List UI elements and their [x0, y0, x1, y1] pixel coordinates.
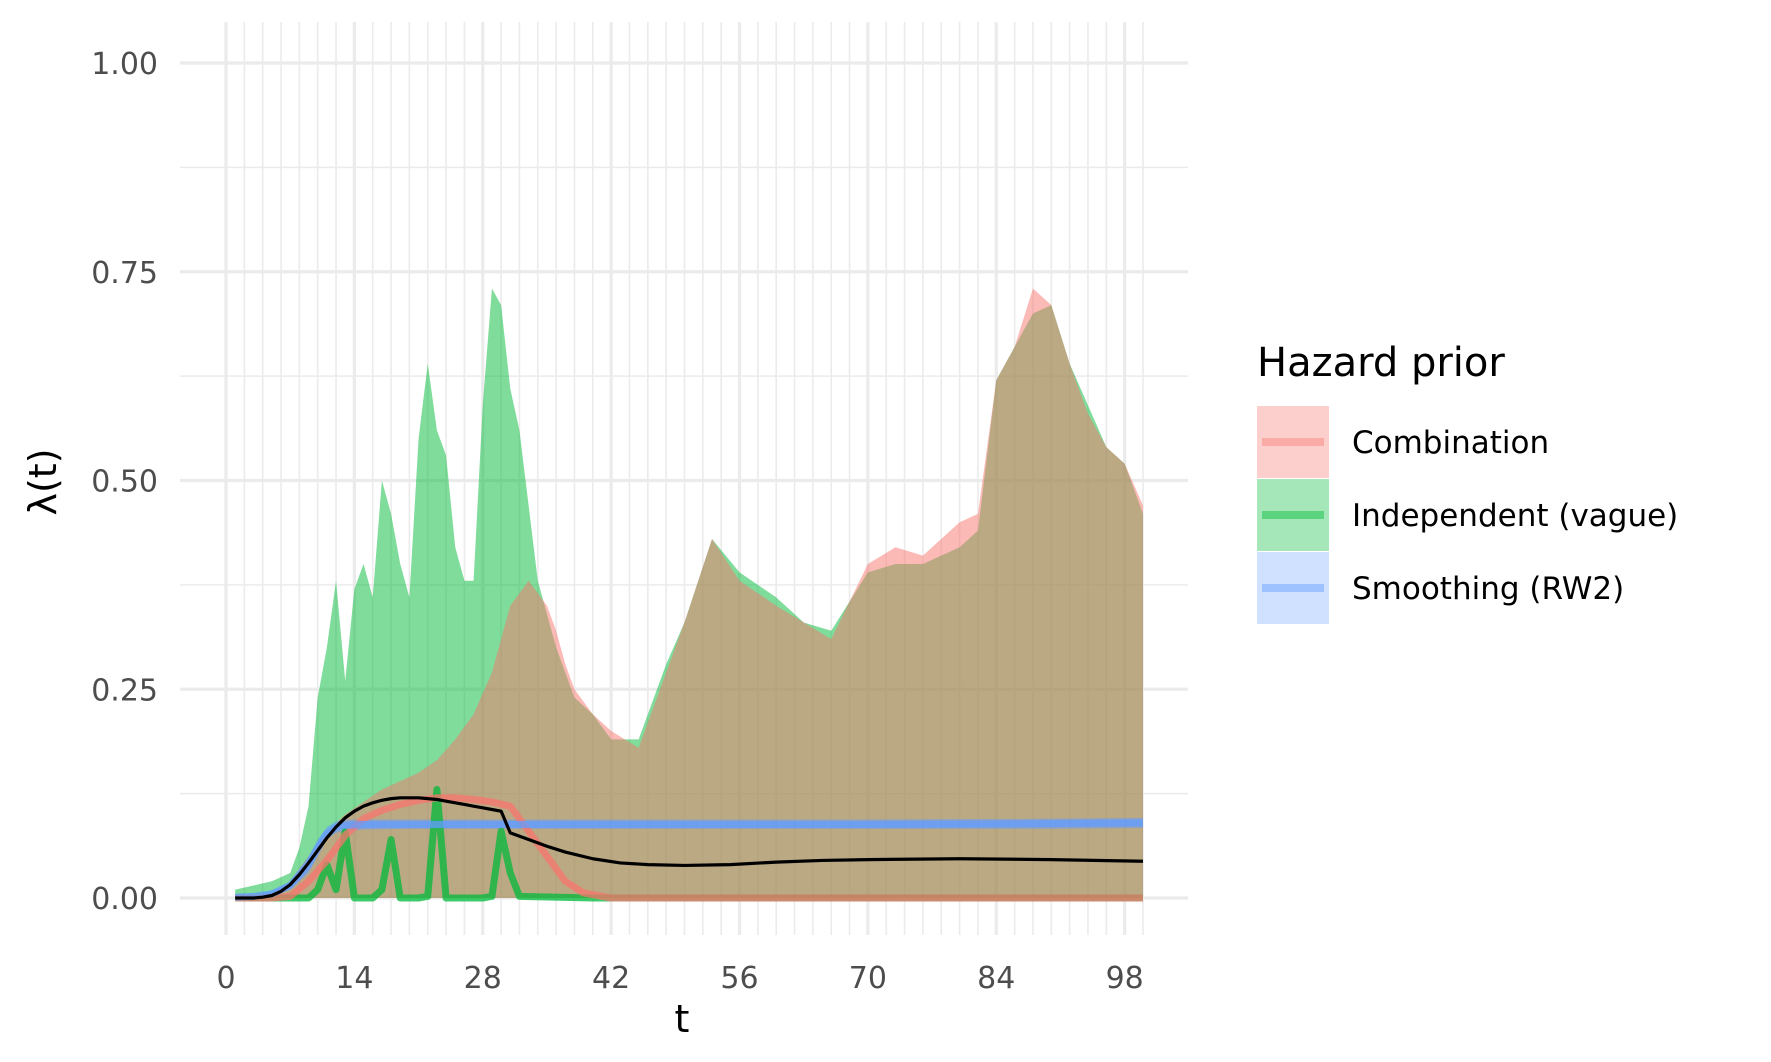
ribbons: [235, 288, 1144, 898]
legend-key-independent: [1257, 479, 1329, 551]
ribbon-combination: [235, 288, 1144, 898]
x-tick-label: 0: [216, 961, 235, 996]
legend: Hazard prior Combination Independent (va…: [1257, 340, 1678, 624]
legend-key-combination: [1257, 406, 1329, 478]
mean-line-combination: [235, 794, 1143, 902]
legend-entry-smoothing: Smoothing (RW2): [1257, 552, 1624, 624]
legend-label-smoothing: Smoothing (RW2): [1352, 571, 1624, 607]
y-tick-labels: 0.00 0.25 0.50 0.75 1.00: [91, 47, 158, 917]
y-tick-label: 0.00: [91, 882, 158, 917]
legend-title: Hazard prior: [1257, 340, 1505, 386]
x-tick-label: 14: [335, 961, 373, 996]
true-hazard-line: [235, 796, 1144, 900]
x-tick-label: 28: [464, 961, 502, 996]
x-tick-label: 84: [977, 961, 1015, 996]
x-axis-title: t: [675, 997, 690, 1041]
y-tick-label: 0.50: [91, 465, 158, 500]
y-tick-label: 0.25: [91, 673, 158, 708]
legend-label-independent: Independent (vague): [1352, 498, 1678, 534]
y-axis-title: λ(t): [21, 448, 65, 515]
x-tick-label: 98: [1106, 961, 1144, 996]
x-tick-label: 56: [720, 961, 758, 996]
y-tick-label: 0.75: [91, 256, 158, 291]
legend-key-smoothing: [1257, 552, 1329, 624]
y-tick-label: 1.00: [91, 47, 158, 82]
x-tick-label: 70: [849, 961, 887, 996]
legend-label-combination: Combination: [1352, 425, 1549, 461]
x-tick-label: 42: [592, 961, 630, 996]
x-tick-labels: 0 14 28 42 56 70 84 98: [216, 961, 1143, 996]
legend-entry-independent: Independent (vague): [1257, 479, 1678, 551]
mean-line-independent-vague: [235, 785, 1143, 902]
legend-entry-combination: Combination: [1257, 406, 1549, 478]
